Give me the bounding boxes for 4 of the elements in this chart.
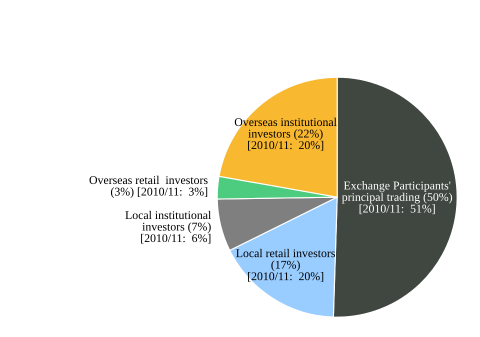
- slice-label: Exchange Participants' principal trading (50%) [2010/11: 51%]: [342, 181, 452, 214]
- slice-label: Overseas retail investors (3%) [2010/11: 3%]: [90, 176, 208, 198]
- slice-label: Local institutional investors (7%) [2010/11: 6%]: [125, 210, 212, 244]
- slice-label: Local retail investors (17%) [2010/11: 20%]: [236, 248, 336, 282]
